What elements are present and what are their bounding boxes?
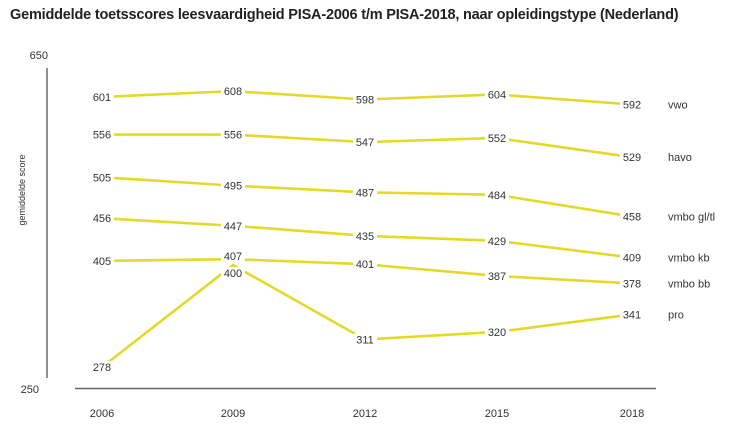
y-tick-label: 650	[30, 50, 48, 62]
series-name-label: havo	[668, 152, 692, 164]
data-label: 529	[623, 152, 641, 164]
label-bg	[620, 98, 644, 111]
label-bg	[353, 186, 377, 199]
label-bg	[90, 254, 114, 267]
label-bg	[221, 179, 245, 192]
data-label: 341	[623, 309, 641, 321]
data-label: 311	[356, 334, 374, 346]
series-name-label: vmbo bb	[668, 278, 710, 290]
label-bg	[221, 219, 245, 232]
label-bg	[485, 131, 509, 144]
data-label: 407	[224, 251, 242, 263]
series-name-label: pro	[668, 309, 684, 321]
label-bg	[620, 308, 644, 321]
chart-title: Gemiddelde toetsscores leesvaardigheid P…	[10, 7, 679, 23]
data-label: 400	[224, 268, 242, 280]
data-label: 405	[93, 256, 111, 268]
data-label: 456	[93, 213, 111, 225]
data-label: 608	[224, 86, 242, 98]
label-bg	[353, 333, 377, 346]
data-label: 435	[356, 231, 374, 243]
data-label: 495	[224, 181, 242, 193]
data-label: 320	[488, 327, 506, 339]
label-bg	[620, 151, 644, 164]
x-tick-label: 2015	[485, 408, 509, 420]
label-bg	[485, 234, 509, 247]
data-label: 505	[93, 172, 111, 184]
data-label: 378	[623, 278, 641, 290]
y-axis-title: gemiddelde score	[17, 154, 27, 225]
data-label: 552	[488, 133, 506, 145]
data-label: 598	[356, 94, 374, 106]
label-bg	[353, 258, 377, 271]
series-name-label: vmbo kb	[668, 253, 710, 265]
label-bg	[90, 171, 114, 184]
series-name-label: vmbo gl/tl	[668, 212, 715, 224]
data-label: 401	[356, 259, 374, 271]
data-label: 278	[93, 362, 111, 374]
label-bg	[485, 325, 509, 338]
data-label: 429	[488, 236, 506, 248]
label-bg	[221, 85, 245, 98]
label-bg	[353, 229, 377, 242]
label-bg	[620, 210, 644, 223]
data-label: 604	[488, 89, 506, 101]
label-bg	[353, 93, 377, 106]
label-bg	[221, 250, 245, 263]
series-line-pro	[101, 263, 633, 369]
label-bg	[90, 212, 114, 225]
label-bg	[353, 136, 377, 149]
label-bg	[620, 251, 644, 264]
x-tick-label: 2018	[620, 408, 644, 420]
data-label: 387	[488, 271, 506, 283]
data-label: 458	[623, 212, 641, 224]
y-tick-label: 250	[21, 384, 39, 396]
data-label: 547	[356, 137, 374, 149]
data-label: 592	[623, 100, 641, 112]
label-bg	[485, 269, 509, 282]
data-label: 487	[356, 187, 374, 199]
label-bg	[90, 361, 114, 374]
label-bg	[620, 277, 644, 290]
data-label: 556	[224, 130, 242, 142]
data-label: 601	[93, 92, 111, 104]
data-label: 409	[623, 253, 641, 265]
label-bg	[90, 90, 114, 103]
label-bg	[485, 188, 509, 201]
x-tick-label: 2009	[221, 408, 245, 420]
data-label: 484	[488, 190, 506, 202]
label-bg	[90, 128, 114, 141]
data-label: 447	[224, 221, 242, 233]
x-tick-label: 2006	[90, 408, 114, 420]
data-label: 556	[93, 130, 111, 142]
x-tick-label: 2012	[353, 408, 377, 420]
series-name-label: vwo	[668, 100, 688, 112]
label-bg	[485, 88, 509, 101]
label-bg	[221, 128, 245, 141]
label-bg	[221, 267, 245, 280]
